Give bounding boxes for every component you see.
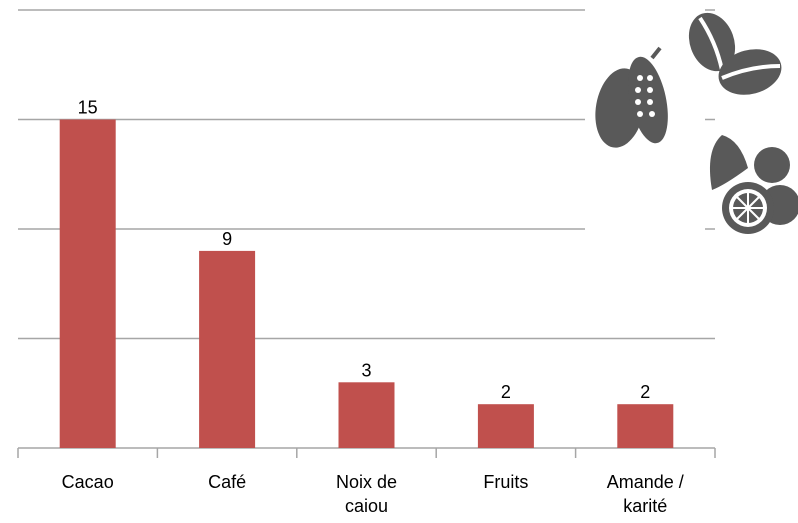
- bar: [338, 382, 395, 448]
- bar: [617, 404, 674, 448]
- fruits-icon: [709, 135, 798, 234]
- x-tick-label: Amande / karité: [606, 472, 684, 516]
- data-label: 15: [78, 98, 98, 118]
- data-label: 3: [361, 360, 371, 380]
- bar: [199, 250, 256, 448]
- x-tick-label: Fruits: [483, 472, 529, 492]
- data-label: 9: [222, 229, 232, 249]
- data-label: 2: [501, 382, 511, 402]
- x-tick-label: Noix de caiou: [335, 472, 398, 516]
- x-tick-label: Cacao: [61, 472, 114, 492]
- cacao-pod-icon: [595, 46, 668, 148]
- bars: 15 9 3 2 2: [59, 98, 674, 448]
- x-tick-label: Café: [208, 472, 247, 492]
- data-label: 2: [640, 382, 650, 402]
- bar: [59, 119, 116, 448]
- icons: [585, 0, 798, 240]
- bar: [477, 404, 534, 448]
- coffee-beans-icon: [688, 12, 782, 95]
